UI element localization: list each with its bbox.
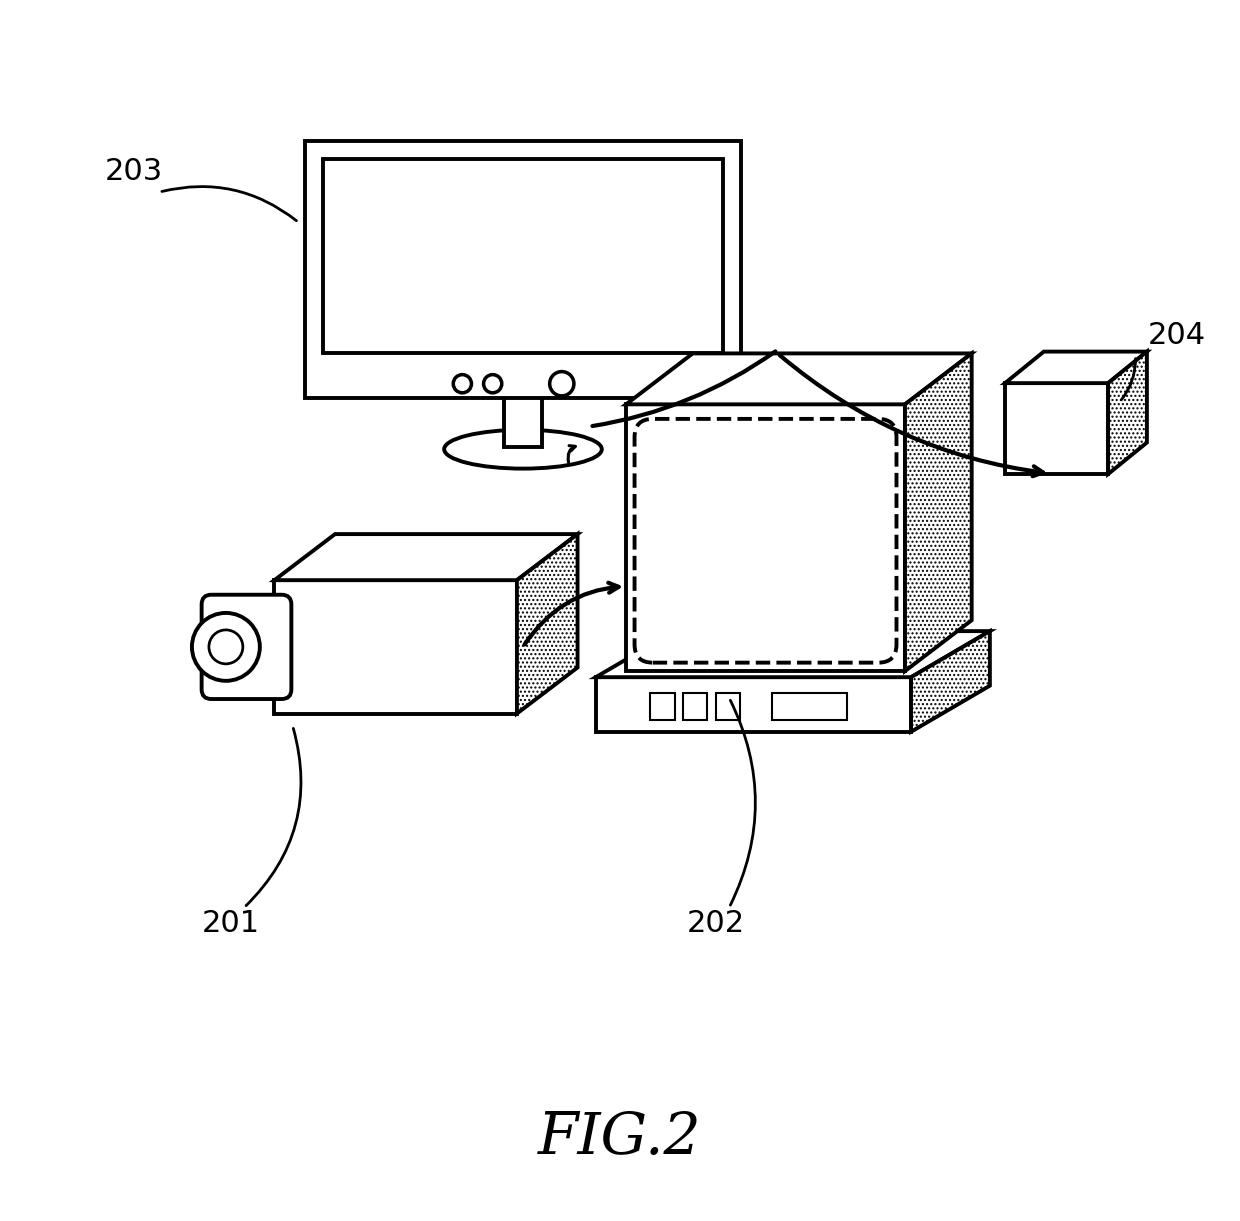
- Text: FIG.2: FIG.2: [538, 1110, 702, 1166]
- Polygon shape: [274, 534, 578, 580]
- Text: 203: 203: [104, 158, 162, 186]
- Polygon shape: [911, 631, 990, 731]
- Polygon shape: [595, 678, 911, 731]
- Bar: [715, 694, 740, 719]
- Circle shape: [208, 630, 243, 664]
- Circle shape: [192, 613, 260, 681]
- Polygon shape: [1006, 383, 1109, 474]
- Polygon shape: [517, 534, 578, 713]
- Text: 204: 204: [1147, 321, 1205, 349]
- Circle shape: [454, 375, 471, 393]
- Bar: [650, 694, 675, 719]
- FancyBboxPatch shape: [635, 419, 897, 663]
- FancyBboxPatch shape: [202, 595, 291, 700]
- Polygon shape: [905, 353, 972, 672]
- Bar: [771, 694, 847, 719]
- Polygon shape: [1109, 352, 1147, 474]
- Polygon shape: [626, 353, 972, 404]
- Polygon shape: [595, 631, 990, 678]
- Ellipse shape: [444, 430, 601, 469]
- Circle shape: [484, 375, 502, 393]
- Polygon shape: [626, 404, 905, 672]
- Bar: [305, 140, 742, 398]
- Polygon shape: [1006, 352, 1147, 383]
- Text: 201: 201: [202, 908, 259, 938]
- Polygon shape: [274, 580, 517, 713]
- Text: 202: 202: [687, 908, 745, 938]
- Bar: [503, 396, 542, 447]
- Bar: [683, 694, 707, 719]
- Circle shape: [549, 371, 574, 396]
- Bar: [322, 159, 723, 353]
